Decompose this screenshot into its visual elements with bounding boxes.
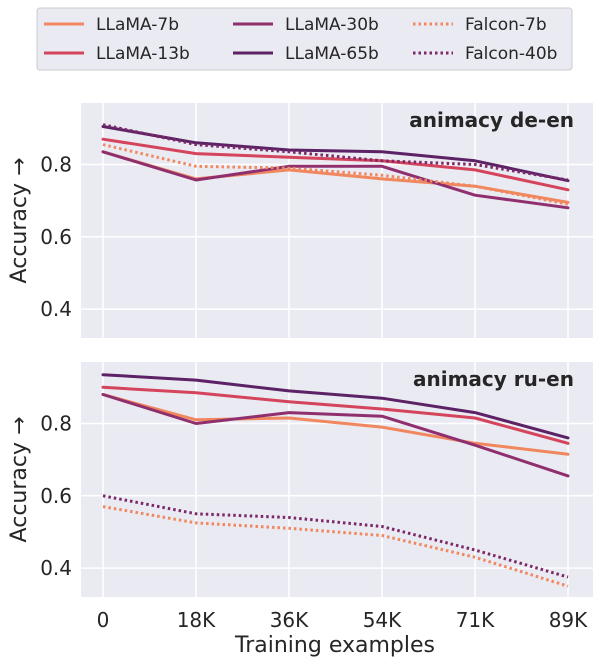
series-line-llama-65b (101, 373, 570, 440)
legend-label-falcon-7b: Falcon-7b (465, 15, 547, 35)
series-line-llama-13b (101, 385, 570, 445)
legend: LLaMA-7b LLaMA-13b LLaMA-30b LLaMA-65b Falco… (36, 7, 573, 71)
legend-frame (36, 7, 573, 71)
legend-label-llama-65b: LLaMA-65b (285, 44, 379, 64)
y-axis-label: Accuracy → (7, 158, 32, 284)
y-tick-label: 0.6 (40, 225, 72, 249)
x-tick-label: 89K (549, 608, 588, 632)
series-line-llama-13b (101, 137, 570, 192)
panel-title: animacy de-en (409, 108, 574, 132)
series-line-falcon-40b (102, 494, 569, 579)
y-tick-label: 0.8 (40, 152, 72, 176)
x-tick-label: 54K (363, 608, 402, 632)
y-tick-label: 0.4 (40, 556, 72, 580)
series-line-falcon-40b (102, 123, 569, 182)
y-tick-label: 0.6 (40, 484, 72, 508)
panel-title: animacy ru-en (413, 367, 574, 391)
y-tick-label: 0.8 (40, 411, 72, 435)
legend-label-llama-30b: LLaMA-30b (285, 15, 379, 35)
panel-animacy-de-en: 0.4 0.6 0.8 animacy de-en Accuracy → (7, 103, 593, 338)
x-tick-label: 18K (177, 608, 216, 632)
y-axis-label: Accuracy → (7, 417, 32, 543)
series-line-llama-30b (101, 150, 570, 210)
plot-area (81, 103, 593, 338)
legend-label-llama-13b: LLaMA-13b (96, 44, 190, 64)
y-tick-label: 0.4 (40, 297, 72, 321)
series-line-llama-30b (101, 393, 570, 478)
legend-label-llama-7b: LLaMA-7b (96, 15, 179, 35)
x-axis-label: Training examples (234, 633, 435, 658)
x-tick-label: 71K (456, 608, 495, 632)
x-tick-label: 0 (97, 608, 110, 632)
plot-area (81, 362, 593, 597)
panel-animacy-ru-en: 0.4 0.6 0.8 animacy ru-en Accuracy → 0 18K 36K 5… (7, 362, 593, 632)
series-line-falcon-7b (102, 143, 569, 206)
series-line-falcon-7b (102, 505, 569, 588)
series-line-llama-7b (101, 393, 570, 456)
legend-label-falcon-40b: Falcon-40b (465, 44, 557, 64)
x-tick-label: 36K (270, 608, 309, 632)
